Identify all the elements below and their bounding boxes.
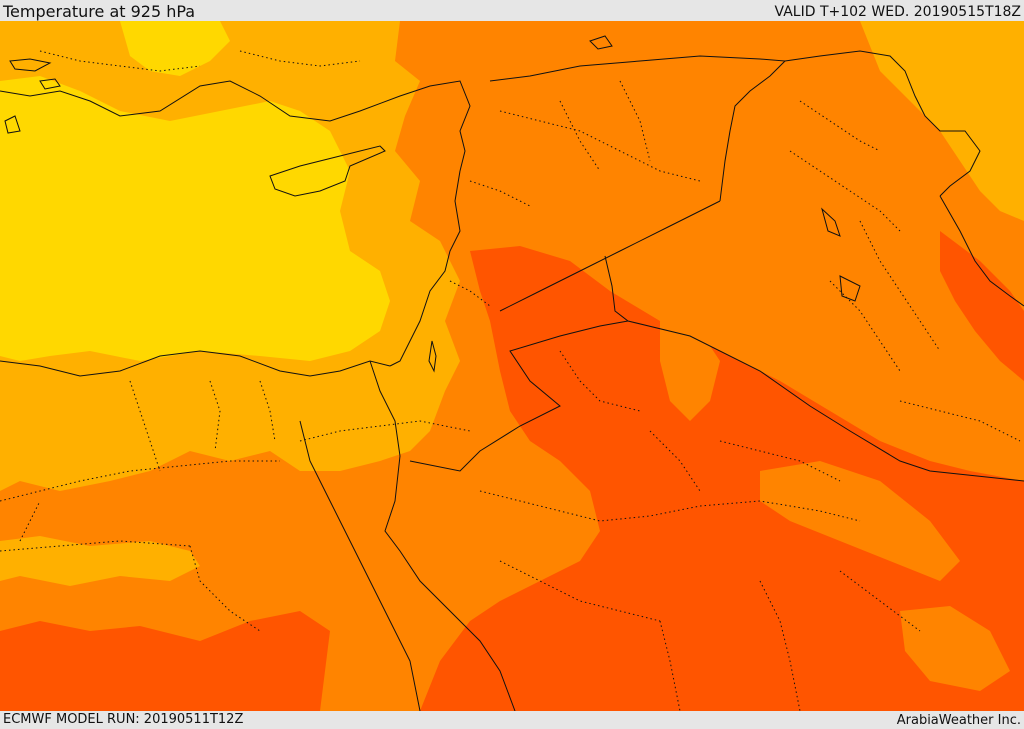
map-canvas <box>0 21 1024 711</box>
temperature-field-cool-west <box>0 536 200 586</box>
temperature-field-hot-east <box>940 231 1024 381</box>
header-bar: Temperature at 925 hPa VALID T+102 WED. … <box>0 0 1024 21</box>
footer-bar: ECMWF MODEL RUN: 20190511T12Z ArabiaWeat… <box>0 711 1024 729</box>
temperature-map <box>0 21 1024 711</box>
model-run-label: ECMWF MODEL RUN: 20190511T12Z <box>3 712 244 727</box>
province-boundaries <box>0 50 1021 711</box>
credit-label: ArabiaWeather Inc. <box>896 713 1021 728</box>
country-borders <box>369 50 1024 482</box>
temperature-field-coolest <box>0 76 390 361</box>
map-title: Temperature at 925 hPa <box>3 2 196 21</box>
temperature-field-hot <box>420 246 1024 711</box>
coastlines <box>0 80 1024 711</box>
temperature-field-hot-sw <box>0 611 330 711</box>
temperature-field-cool-ne <box>860 21 1024 221</box>
valid-time-label: VALID T+102 WED. 20190515T18Z <box>774 4 1021 20</box>
islands <box>4 35 613 134</box>
temperature-field-warm-pocket-3 <box>900 606 1010 691</box>
temperature-field-coolest-north <box>120 21 230 76</box>
temperature-field-warm-pocket-1 <box>660 321 720 421</box>
